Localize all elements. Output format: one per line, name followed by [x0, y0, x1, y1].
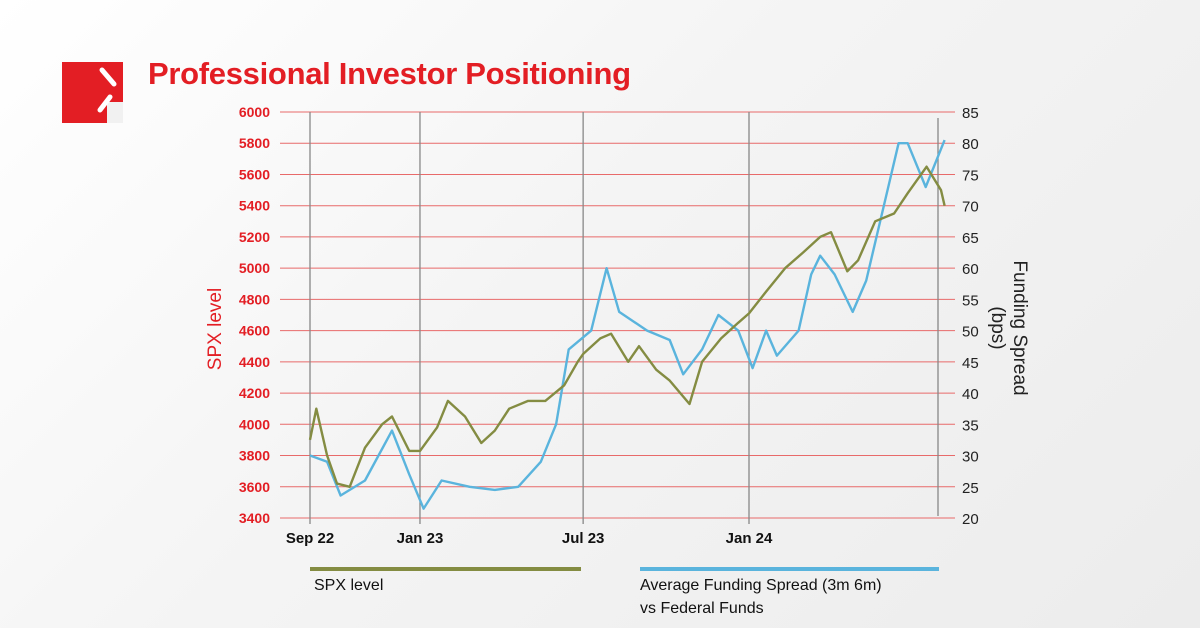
- chart-title: Professional Investor Positioning: [148, 56, 631, 91]
- right-tick-label: 30: [962, 449, 979, 466]
- x-tick-label: Jan 23: [397, 530, 444, 547]
- right-tick-label: 20: [962, 511, 979, 528]
- left-tick-label: 4600: [239, 323, 270, 339]
- right-tick-label: 35: [962, 417, 979, 434]
- left-tick-label: 3600: [239, 479, 270, 495]
- right-tick-label: 65: [962, 230, 979, 247]
- left-tick-label: 4200: [239, 385, 270, 401]
- left-tick-label: 3400: [239, 510, 270, 526]
- right-tick-label: 40: [962, 386, 979, 403]
- right-tick-label: 70: [962, 199, 979, 216]
- right-tick-label: 50: [962, 324, 979, 341]
- left-axis-label: SPX level: [205, 287, 226, 371]
- x-tick-label: Jul 23: [562, 530, 605, 547]
- x-tick-label: Sep 22: [286, 530, 334, 547]
- right-tick-label: 45: [962, 355, 979, 372]
- left-tick-label: 6000: [239, 104, 270, 120]
- left-tick-label: 5800: [239, 135, 270, 151]
- brand-logo: [62, 62, 123, 123]
- right-tick-label: 55: [962, 292, 979, 309]
- right-tick-label: 60: [962, 261, 979, 278]
- left-tick-label: 4000: [239, 416, 270, 432]
- legend-funding-line1: Average Funding Spread (3m 6m): [640, 577, 882, 594]
- right-tick-label: 80: [962, 136, 979, 153]
- left-tick-label: 5400: [239, 198, 270, 214]
- left-tick-label: 4400: [239, 354, 270, 370]
- funding-spread-series-line: [309, 139, 946, 510]
- right-tick-label: 85: [962, 105, 979, 122]
- right-tick-label: 75: [962, 167, 979, 184]
- left-tick-label: 5600: [239, 166, 270, 182]
- right-tick-label: 25: [962, 480, 979, 497]
- legend-spx-label: SPX level: [314, 577, 384, 594]
- left-tick-label: 5000: [239, 260, 270, 276]
- legend-funding-swatch: [640, 567, 939, 571]
- left-tick-label: 5200: [239, 229, 270, 245]
- legend-funding-line2: vs Federal Funds: [640, 600, 764, 617]
- spx-series-line: [308, 165, 946, 488]
- legend-funding-label: Average Funding Spread (3m 6m) vs Federa…: [640, 574, 882, 620]
- left-tick-label: 3800: [239, 448, 270, 464]
- left-tick-label: 4800: [239, 291, 270, 307]
- legend-spx-swatch: [310, 567, 581, 571]
- right-axis-label: Funding Spread (bps): [987, 260, 1030, 396]
- x-tick-label: Jan 24: [726, 530, 773, 547]
